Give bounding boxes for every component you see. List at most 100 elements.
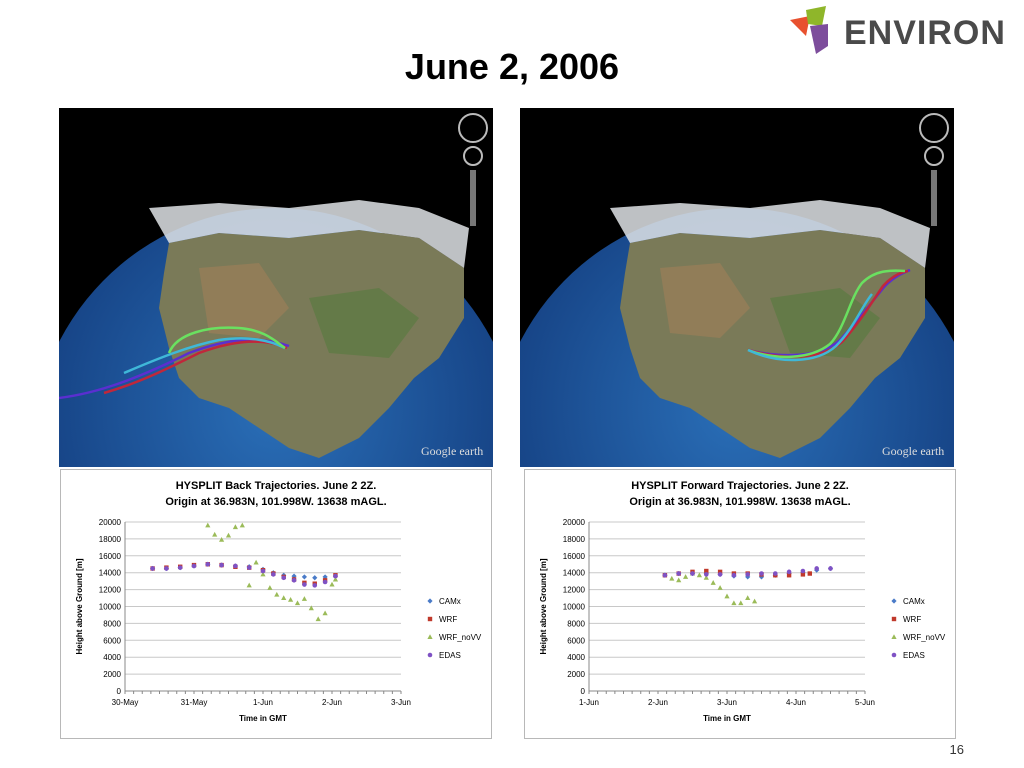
- data-point-wrf-novv: [669, 575, 675, 581]
- data-point-wrf-novv: [212, 531, 218, 537]
- data-point-wrf-novv: [332, 576, 339, 582]
- y-tick-label: 4000: [103, 653, 121, 662]
- data-point-wrf: [717, 569, 723, 575]
- data-point-wrf-novv: [274, 591, 280, 597]
- data-point-edas: [260, 568, 266, 574]
- data-point-wrf-novv: [676, 577, 682, 583]
- data-point-wrf-novv: [267, 585, 273, 590]
- data-point-edas: [281, 575, 286, 581]
- forward-trajectory-plot: 0 2000 4000 6000 8000 10000 12000 14000 16000 180…: [539, 518, 875, 723]
- data-point-wrf-novv: [703, 574, 709, 580]
- y-tick-label: 12000: [563, 586, 586, 595]
- data-point-edas: [814, 566, 819, 571]
- chart-legend: CAMx WRF WRF_noVV EDAS: [889, 592, 945, 664]
- x-tick-label: 31-May: [181, 698, 208, 707]
- y-tick-label: 2000: [567, 670, 585, 679]
- x-axis-label: Time in GMT: [703, 714, 751, 723]
- y-tick-label: 14000: [99, 569, 122, 578]
- data-point-edas: [177, 565, 183, 570]
- data-point-edas: [759, 571, 764, 576]
- y-axis-label: Height above Ground [m]: [539, 558, 548, 654]
- data-point-wrf-novv: [315, 616, 321, 622]
- earth-back-trajectory-image: Google earth: [59, 108, 493, 467]
- data-point-edas: [690, 571, 695, 576]
- y-tick-label: 4000: [567, 653, 585, 662]
- data-point-wrf-novv: [322, 610, 328, 616]
- y-tick-label: 6000: [103, 636, 121, 645]
- legend-label: EDAS: [903, 650, 925, 660]
- data-point-edas: [291, 578, 297, 583]
- data-point-wrf-novv: [260, 571, 266, 577]
- legend-label: WRF: [903, 614, 922, 624]
- legend-item: WRF_noVV: [425, 628, 481, 646]
- y-axis-label: Height above Ground [m]: [75, 558, 84, 654]
- data-point-wrf-novv: [301, 596, 307, 601]
- data-point-edas: [828, 566, 833, 571]
- legend-label: CAMx: [903, 596, 925, 606]
- data-point-camx: [312, 575, 318, 581]
- y-tick-label: 18000: [563, 535, 586, 544]
- legend-marker: [427, 634, 433, 639]
- legend-marker-shape: [427, 616, 433, 622]
- y-tick-label: 8000: [567, 619, 585, 628]
- data-point-wrf-novv: [281, 595, 287, 601]
- data-point-wrf-novv: [696, 572, 702, 578]
- data-point-wrf-novv: [219, 536, 225, 542]
- chart-title: HYSPLIT Forward Trajectories. June 2 2Z.…: [525, 478, 955, 510]
- data-point-edas: [150, 566, 155, 571]
- legend-label: EDAS: [439, 650, 461, 660]
- data-point-edas: [704, 572, 709, 577]
- x-tick-label: 2-Jun: [322, 698, 342, 707]
- legend-marker: [891, 616, 897, 622]
- data-point-wrf-novv: [745, 595, 751, 601]
- y-tick-label: 20000: [563, 518, 586, 527]
- x-tick-label: 5-Jun: [855, 698, 875, 707]
- y-tick-label: 10000: [99, 603, 122, 612]
- data-point-wrf: [807, 571, 812, 576]
- data-point-edas: [302, 582, 307, 587]
- x-tick-label: 1-Jun: [579, 698, 599, 707]
- data-point-wrf-novv: [246, 582, 252, 588]
- data-point-wrf: [786, 573, 792, 578]
- chart-legend: CAMx WRF WRF_noVV EDAS: [425, 592, 481, 664]
- data-point-edas: [800, 568, 806, 574]
- legend-marker-shape: [891, 652, 897, 658]
- chart-title: HYSPLIT Back Trajectories. June 2 2Z. Or…: [61, 478, 491, 510]
- chart-title-line2: Origin at 36.983N, 101.998W. 13638 mAGL.: [629, 496, 851, 508]
- earth-right-attribution: Google earth: [882, 444, 944, 458]
- legend-label: WRF: [439, 614, 458, 624]
- data-point-edas: [745, 572, 750, 577]
- data-point-wrf: [800, 572, 806, 577]
- y-tick-label: 2000: [103, 670, 121, 679]
- legend-marker-shape: [427, 598, 433, 604]
- y-tick-label: 12000: [99, 586, 122, 595]
- environ-logo-mark: [790, 6, 828, 54]
- data-point-edas: [312, 583, 318, 588]
- data-point-wrf-novv: [232, 524, 238, 530]
- legend-item: EDAS: [425, 646, 481, 664]
- data-point-wrf-novv: [738, 600, 744, 606]
- y-tick-label: 10000: [563, 603, 586, 612]
- legend-marker: [427, 598, 433, 604]
- environ-wordmark: ENVIRON: [844, 14, 1006, 52]
- legend-marker: [891, 598, 897, 604]
- data-point-camx: [301, 574, 307, 580]
- y-tick-label: 16000: [99, 552, 122, 561]
- legend-marker-shape: [891, 616, 897, 622]
- data-point-edas: [662, 572, 668, 578]
- data-point-edas: [322, 579, 328, 585]
- data-point-edas: [246, 565, 252, 570]
- data-point-edas: [676, 571, 681, 576]
- forward-trajectory-chart: HYSPLIT Forward Trajectories. June 2 2Z.…: [524, 469, 956, 739]
- legend-marker-shape: [427, 634, 433, 639]
- legend-item: EDAS: [889, 646, 945, 664]
- legend-marker: [427, 652, 433, 658]
- data-point-edas: [717, 572, 723, 577]
- legend-label: CAMx: [439, 596, 461, 606]
- data-point-wrf-novv: [717, 585, 723, 590]
- data-point-wrf-novv: [225, 532, 232, 538]
- data-point-edas: [731, 572, 737, 578]
- legend-marker-shape: [891, 634, 897, 639]
- back-trajectory-plot: 0 2000 4000 6000 8000 10000 12000 14000 16000 180…: [75, 518, 411, 723]
- chart-title-line2: Origin at 36.983N, 101.998W. 13638 mAGL.: [165, 496, 387, 508]
